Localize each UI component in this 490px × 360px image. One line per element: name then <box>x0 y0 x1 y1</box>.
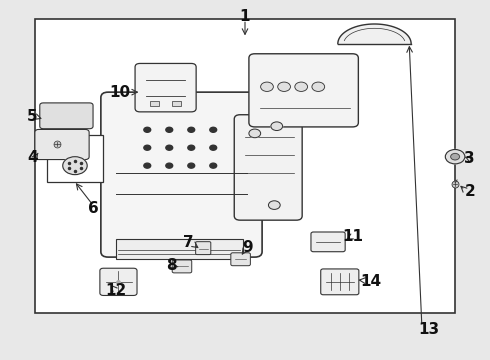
FancyBboxPatch shape <box>100 268 137 296</box>
Circle shape <box>445 149 465 164</box>
Circle shape <box>278 82 291 91</box>
Circle shape <box>451 153 460 160</box>
Circle shape <box>295 82 308 91</box>
Circle shape <box>166 127 172 132</box>
Circle shape <box>210 163 217 168</box>
Text: 14: 14 <box>361 274 382 289</box>
Circle shape <box>249 129 261 138</box>
FancyBboxPatch shape <box>249 54 358 127</box>
Text: 2: 2 <box>465 184 475 199</box>
FancyBboxPatch shape <box>101 92 262 257</box>
FancyBboxPatch shape <box>311 232 345 252</box>
FancyBboxPatch shape <box>40 103 93 129</box>
Circle shape <box>269 201 280 210</box>
Circle shape <box>210 127 217 132</box>
Bar <box>150 101 159 107</box>
FancyBboxPatch shape <box>35 130 89 159</box>
Bar <box>35 19 455 313</box>
FancyBboxPatch shape <box>172 260 192 273</box>
Polygon shape <box>338 24 411 44</box>
Circle shape <box>144 163 151 168</box>
FancyBboxPatch shape <box>196 242 211 255</box>
Text: 8: 8 <box>167 258 177 273</box>
Text: 11: 11 <box>342 229 363 244</box>
Text: 3: 3 <box>465 151 475 166</box>
Circle shape <box>188 127 195 132</box>
Text: 13: 13 <box>418 323 439 337</box>
Circle shape <box>166 163 172 168</box>
Circle shape <box>312 82 325 91</box>
Text: 6: 6 <box>88 201 99 216</box>
Text: 7: 7 <box>183 235 194 250</box>
Circle shape <box>188 163 195 168</box>
Circle shape <box>63 157 87 175</box>
Text: 5: 5 <box>27 109 38 124</box>
FancyBboxPatch shape <box>231 253 250 266</box>
Circle shape <box>271 122 283 131</box>
Text: 4: 4 <box>27 150 38 165</box>
Bar <box>172 101 181 107</box>
Bar <box>116 239 243 259</box>
FancyBboxPatch shape <box>321 269 359 295</box>
Bar <box>47 135 103 182</box>
FancyBboxPatch shape <box>135 63 196 112</box>
Circle shape <box>166 145 172 150</box>
Circle shape <box>261 82 273 91</box>
Text: 1: 1 <box>240 9 250 24</box>
Circle shape <box>144 127 151 132</box>
Text: 10: 10 <box>109 85 130 100</box>
FancyBboxPatch shape <box>234 115 302 220</box>
Text: 9: 9 <box>242 239 253 255</box>
Circle shape <box>210 145 217 150</box>
Circle shape <box>144 145 151 150</box>
Text: 12: 12 <box>105 283 126 298</box>
Circle shape <box>188 145 195 150</box>
